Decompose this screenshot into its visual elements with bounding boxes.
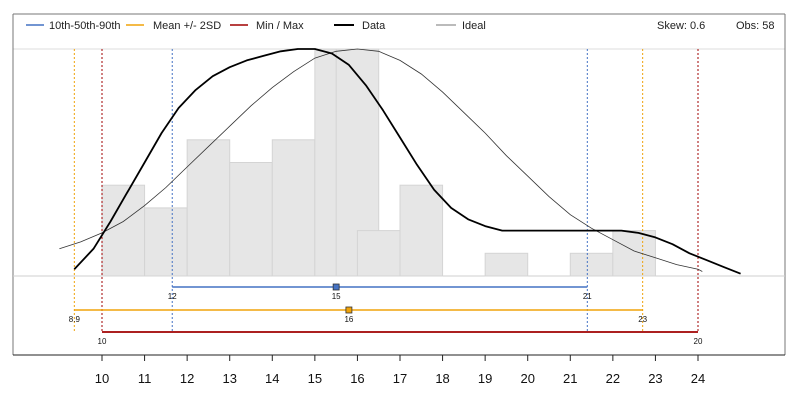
x-tick-label: 21 (563, 371, 577, 386)
legend-label-data: Data (362, 20, 386, 32)
histogram-bin (484, 252, 529, 277)
x-tick-label: 24 (691, 371, 705, 386)
range-bar-label: 8.9 (69, 315, 81, 324)
range-bar-label: 21 (583, 292, 592, 301)
histogram-bin (229, 162, 273, 277)
range-bar-label: 12 (168, 292, 177, 301)
x-tick-label: 18 (435, 371, 449, 386)
x-tick-label: 13 (222, 371, 236, 386)
histogram-bin (356, 230, 401, 277)
x-tick-label: 11 (138, 371, 152, 386)
x-tick-label: 19 (478, 371, 492, 386)
range-bar-label: 16 (344, 315, 353, 324)
curves (59, 48, 741, 275)
range-bars: 12 15 21 8.9 16 23 10 20 (69, 283, 703, 346)
x-tick-label: 10 (95, 371, 109, 386)
x-tick-label: 12 (180, 371, 194, 386)
x-tick-label: 20 (520, 371, 534, 386)
histogram-bin (612, 230, 656, 277)
histogram-bin (569, 252, 614, 277)
x-tick-label: 17 (393, 371, 407, 386)
legend-label-percentiles: 10th-50th-90th (49, 20, 121, 32)
x-tick-label: 15 (308, 371, 322, 386)
legend-label-min-max: Min / Max (256, 20, 304, 32)
histogram-bin (144, 207, 188, 277)
range-bar-label: 23 (638, 315, 647, 324)
x-tick-label: 23 (648, 371, 662, 386)
reference-lines (73, 49, 699, 333)
ideal-curve (59, 48, 703, 272)
histogram-bins (101, 48, 656, 277)
x-axis: 10 11 12 13 14 15 16 17 18 19 20 21 22 23 24 (95, 355, 705, 386)
histogram-bin (186, 139, 231, 277)
range-bar-label: 10 (98, 337, 107, 346)
histogram-bin (271, 139, 316, 277)
skew-text: Skew: 0.6 (657, 20, 705, 32)
range-bar-label: 15 (332, 292, 341, 301)
histogram-bin (399, 184, 444, 277)
legend: 10th-50th-90th Mean +/- 2SD Min / Max Da… (26, 20, 775, 32)
x-tick-label: 22 (606, 371, 620, 386)
x-tick-label: 16 (350, 371, 364, 386)
range-bar-label: 20 (694, 337, 703, 346)
x-tick-label: 14 (265, 371, 279, 386)
obs-text: Obs: 58 (736, 20, 775, 32)
legend-label-ideal: Ideal (462, 20, 486, 32)
legend-label-mean-2sd: Mean +/- 2SD (153, 20, 221, 32)
range-bar-marker (332, 283, 340, 291)
data-curve (73, 48, 741, 275)
range-bar-marker (345, 306, 353, 314)
plot-frame (12, 13, 786, 356)
